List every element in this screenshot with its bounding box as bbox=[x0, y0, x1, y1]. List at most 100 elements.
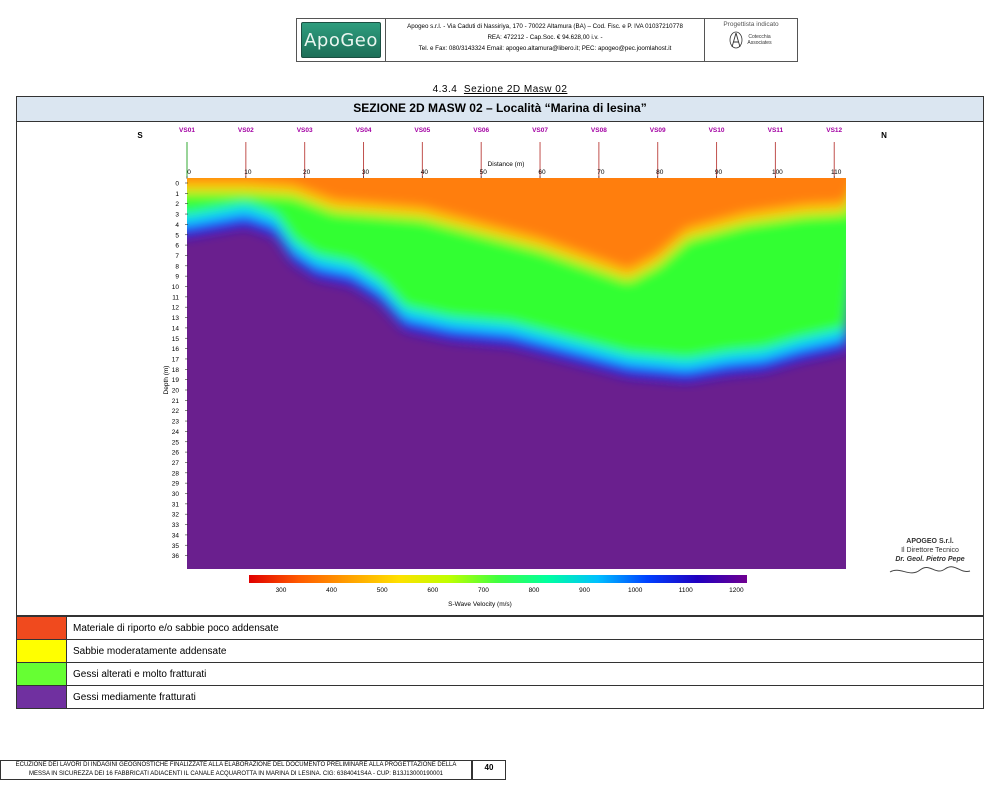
depth-tick-label: 7 bbox=[175, 253, 179, 260]
colorbar-tick-label: 1100 bbox=[679, 587, 693, 594]
depth-tick-label: 31 bbox=[172, 501, 180, 508]
depth-tick-label: 27 bbox=[172, 460, 180, 467]
depth-tick-label: 28 bbox=[172, 470, 180, 477]
colorbar-tick-label: 700 bbox=[478, 587, 489, 594]
colorbar-tick-label: 900 bbox=[579, 587, 590, 594]
x-tick-label: 10 bbox=[244, 169, 252, 176]
depth-tick-label: 10 bbox=[172, 284, 180, 291]
signature-stamp: APOGEO S.r.l. Il Direttore Tecnico Dr. G… bbox=[880, 537, 980, 583]
depth-tick-label: 36 bbox=[172, 553, 180, 560]
x-tick-label: 70 bbox=[597, 169, 605, 176]
legend-row: Gessi mediamente fratturati bbox=[16, 685, 984, 709]
document-header: ApoGeo Apogeo s.r.l. - Via Caduti di Nas… bbox=[296, 18, 798, 62]
depth-tick-label: 2 bbox=[175, 201, 179, 208]
depth-tick-label: 32 bbox=[172, 512, 180, 519]
company-info: Apogeo s.r.l. - Via Caduti di Nassiriya,… bbox=[386, 19, 705, 61]
company-line-3: Tel. e Fax: 080/3143324 Email: apogeo.al… bbox=[418, 45, 672, 52]
station-label: VS01 bbox=[179, 127, 195, 134]
designer-label: Progettista indicato bbox=[723, 21, 779, 28]
depth-tick-label: 13 bbox=[172, 315, 180, 322]
velocity-field bbox=[187, 178, 846, 569]
depth-tick-label: 34 bbox=[172, 532, 180, 539]
colorbar-tick-label: 500 bbox=[377, 587, 388, 594]
direction-south: S bbox=[137, 131, 143, 140]
depth-tick-label: 4 bbox=[175, 222, 179, 229]
x-tick-label: 0 bbox=[187, 169, 191, 176]
colorbar-tick-label: 300 bbox=[276, 587, 287, 594]
section-title: Sezione 2D Masw 02 bbox=[463, 84, 568, 95]
depth-tick-label: 25 bbox=[172, 439, 180, 446]
x-tick-label: 80 bbox=[656, 169, 664, 176]
depth-tick-label: 16 bbox=[172, 346, 180, 353]
station-label: VS07 bbox=[532, 127, 548, 134]
station-label: VS03 bbox=[297, 127, 313, 134]
depth-tick-label: 14 bbox=[172, 325, 180, 332]
station-label: VS08 bbox=[591, 127, 607, 134]
depth-tick-label: 9 bbox=[175, 274, 179, 281]
station-label: VS10 bbox=[709, 127, 725, 134]
depth-tick-label: 26 bbox=[172, 450, 180, 457]
compass-icon bbox=[729, 31, 742, 49]
stamp-line-1: APOGEO S.r.l. bbox=[906, 538, 954, 545]
station-label: VS11 bbox=[768, 127, 784, 134]
logo-text: ApoGeo bbox=[304, 29, 378, 51]
signature-scribble bbox=[889, 566, 971, 574]
depth-tick-label: 5 bbox=[175, 232, 179, 239]
depth-tick-label: 19 bbox=[172, 377, 180, 384]
station-label: VS04 bbox=[356, 127, 372, 134]
x-tick-label: 30 bbox=[362, 169, 370, 176]
legend-swatch bbox=[16, 685, 67, 709]
legend-label: Sabbie moderatamente addensate bbox=[66, 639, 984, 663]
section-heading: 4.3.4 Sezione 2D Masw 02 bbox=[0, 84, 1000, 95]
page-number-text: 40 bbox=[484, 763, 494, 772]
depth-tick-label: 3 bbox=[175, 212, 179, 219]
x-tick-label: 100 bbox=[772, 169, 783, 176]
depth-tick-label: 33 bbox=[172, 522, 180, 529]
depth-tick-label: 35 bbox=[172, 543, 180, 550]
apogeo-logo: ApoGeo bbox=[301, 22, 381, 58]
colorbar bbox=[249, 575, 747, 583]
station-markers: VS01 VS02 VS03 VS04 VS05 VS06 VS07 VS08 VS09 VS10… bbox=[179, 127, 843, 178]
designer-logo: Cotecchia Associates bbox=[705, 31, 797, 49]
orange-layer bbox=[187, 178, 846, 271]
x-tick-label: 60 bbox=[538, 169, 546, 176]
footer-description: ECUZIONE DEI LAVORI DI INDAGINI GEOGNOST… bbox=[0, 760, 472, 780]
legend-row: Materiale di riporto e/o sabbie poco add… bbox=[16, 616, 984, 640]
x-tick-label: 20 bbox=[303, 169, 311, 176]
legend-label: Gessi alterati e molto fratturati bbox=[66, 662, 984, 686]
colorbar-label: S-Wave Velocity (m/s) bbox=[448, 601, 512, 608]
chart-title-text: SEZIONE 2D MASW 02 – Località “Marina di… bbox=[353, 101, 647, 115]
chart-frame bbox=[16, 96, 984, 616]
station-label: VS02 bbox=[238, 127, 254, 134]
designer-cell: Progettista indicato Cotecchia Associate… bbox=[705, 19, 797, 61]
depth-tick-label: 23 bbox=[172, 419, 180, 426]
colorbar-tick-label: 600 bbox=[427, 587, 438, 594]
depth-tick-label: 8 bbox=[175, 263, 179, 270]
distance-label: Distance (m) bbox=[488, 161, 525, 168]
footer-line-1: ECUZIONE DEI LAVORI DI INDAGINI GEOGNOST… bbox=[15, 762, 457, 768]
legend-table: Materiale di riporto e/o sabbie poco add… bbox=[16, 616, 984, 709]
station-label: VS12 bbox=[826, 127, 842, 134]
depth-tick-label: 24 bbox=[172, 429, 180, 436]
depth-tick-label: 11 bbox=[172, 294, 179, 301]
designer-logo-text: Cotecchia Associates bbox=[747, 34, 772, 46]
section-number: 4.3.4 bbox=[432, 84, 458, 95]
depth-tick-label: 30 bbox=[172, 491, 180, 498]
legend-swatch bbox=[16, 639, 67, 663]
x-tick-label: 40 bbox=[421, 169, 429, 176]
company-line-1: Apogeo s.r.l. - Via Caduti di Nassiriya,… bbox=[407, 23, 683, 30]
legend-row: Sabbie moderatamente addensate bbox=[16, 639, 984, 663]
depth-tick-label: 18 bbox=[172, 367, 180, 374]
legend-label: Materiale di riporto e/o sabbie poco add… bbox=[66, 616, 984, 640]
depth-tick-label: 22 bbox=[172, 408, 180, 415]
distance-axis: 0 10 20 30 40 50 60 70 80 90 100 110 bbox=[186, 169, 842, 179]
colorbar-tick-label: 800 bbox=[529, 587, 540, 594]
legend-swatch bbox=[16, 616, 67, 640]
station-label: VS06 bbox=[473, 127, 489, 134]
x-tick-label: 90 bbox=[715, 169, 723, 176]
direction-north: N bbox=[881, 131, 887, 140]
depth-tick-label: 1 bbox=[175, 191, 179, 198]
depth-tick-label: 21 bbox=[172, 398, 180, 405]
depth-tick-label: 17 bbox=[172, 356, 180, 363]
